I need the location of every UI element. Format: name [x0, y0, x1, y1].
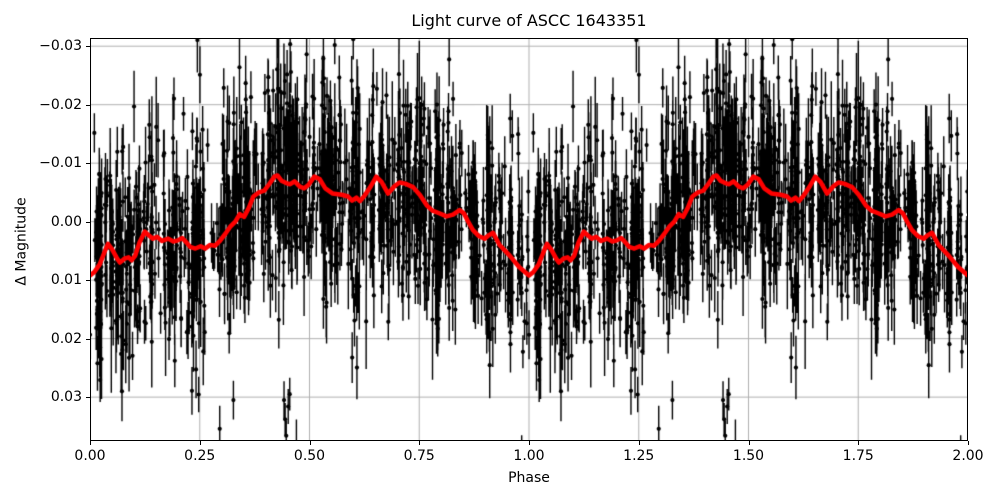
- chart-title: Light curve of ASCC 1643351: [411, 11, 647, 30]
- y-tick-mark: [86, 221, 90, 223]
- x-tick-label: 0.25: [184, 448, 216, 464]
- y-tick-mark: [86, 280, 90, 282]
- y-tick-mark: [86, 46, 90, 48]
- x-tick-mark: [858, 441, 860, 445]
- y-tick-mark: [86, 163, 90, 165]
- x-tick-mark: [419, 441, 421, 445]
- y-tick-mark: [86, 397, 90, 399]
- x-tick-label: 1.75: [842, 448, 874, 464]
- x-tick-mark: [90, 441, 91, 445]
- y-tick-label: −0.01: [39, 155, 82, 172]
- x-axis-label: Phase: [508, 470, 550, 486]
- y-tick-label: 0.00: [50, 213, 82, 230]
- y-tick-mark: [86, 338, 90, 340]
- plot-area-canvas: [90, 38, 968, 441]
- y-tick-label: −0.03: [39, 38, 82, 55]
- x-tick-mark: [529, 441, 530, 445]
- x-tick-mark: [199, 441, 201, 445]
- x-tick-label: 0.50: [293, 448, 326, 464]
- x-tick-label: 1.00: [513, 448, 545, 464]
- y-tick-label: 0.01: [50, 272, 82, 289]
- y-tick-label: −0.02: [39, 96, 82, 113]
- y-axis-label: Δ Magnitude: [13, 197, 30, 286]
- x-tick-label: 0.75: [403, 448, 435, 464]
- x-tick-label: 0.00: [74, 448, 106, 464]
- y-tick-mark: [86, 104, 90, 106]
- x-tick-label: 1.50: [732, 448, 765, 464]
- x-tick-mark: [748, 441, 750, 445]
- y-tick-label: 0.03: [50, 389, 82, 406]
- x-tick-mark: [309, 441, 311, 445]
- x-tick-label: 1.25: [623, 448, 655, 464]
- y-tick-label: 0.02: [50, 330, 82, 347]
- x-tick-mark: [968, 441, 969, 445]
- x-tick-mark: [638, 441, 640, 445]
- x-tick-label: 2.00: [952, 448, 984, 464]
